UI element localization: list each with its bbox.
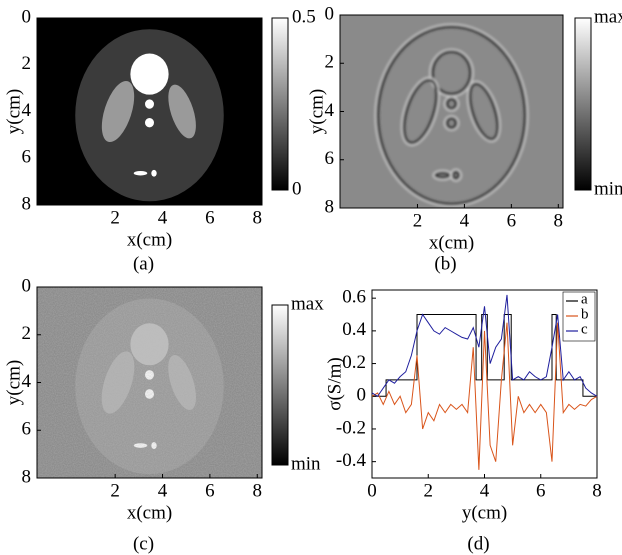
y-tick-label: 0 <box>325 3 335 24</box>
colorbar <box>574 17 592 191</box>
x-axis-label: x(cm) <box>127 502 172 523</box>
x-tick-label: 6 <box>507 210 517 231</box>
colorbar-label: min <box>291 453 321 474</box>
y-tick-label: 0 <box>22 275 32 296</box>
y-axis-label: y(cm) <box>3 89 24 134</box>
legend-label: a <box>581 291 588 307</box>
edge-halo <box>374 23 529 208</box>
legend-label: b <box>581 306 589 322</box>
y-tick-label: 4 <box>22 100 32 121</box>
x-tick-label: 2 <box>424 480 434 501</box>
y-tick-label: 2 <box>325 52 335 73</box>
edge <box>445 97 458 110</box>
y-tick-label: 6 <box>22 147 32 168</box>
y-tick-label: 2 <box>22 53 32 74</box>
region <box>101 80 135 143</box>
y-axis-label: y(cm) <box>306 89 327 134</box>
colorbar-tick-label: 0 <box>292 178 302 199</box>
x-tick-label: 8 <box>554 210 564 231</box>
y-tick-label: 0.2 <box>342 352 366 373</box>
region <box>145 118 154 128</box>
x-tick-label: 6 <box>536 480 546 501</box>
y-tick-label: 2 <box>22 323 32 344</box>
edge <box>452 170 460 180</box>
x-tick-label: 2 <box>110 480 120 501</box>
x-axis-label: y(cm) <box>462 502 507 523</box>
region <box>145 99 154 109</box>
x-tick-label: 0 <box>367 480 377 501</box>
colorbar <box>271 304 289 466</box>
data-line <box>371 322 598 470</box>
edge <box>434 171 451 179</box>
x-tick-label: 6 <box>205 480 215 501</box>
caption: (c) <box>133 533 154 554</box>
caption: (d) <box>467 533 489 554</box>
caption: (b) <box>434 253 456 274</box>
y-tick-label: 4 <box>22 371 32 392</box>
edge-halo <box>449 168 463 182</box>
edge-halo <box>443 115 460 131</box>
y-tick-label: 8 <box>22 466 32 487</box>
x-tick-label: 6 <box>205 207 215 228</box>
y-tick-label: -0.4 <box>336 450 367 471</box>
edge-halo <box>443 95 460 112</box>
edge <box>468 82 499 141</box>
x-tick-label: 2 <box>110 207 120 228</box>
phantom-image <box>36 286 263 479</box>
edge <box>431 50 472 96</box>
edge-halo <box>400 76 440 147</box>
y-tick-label: -0.2 <box>336 417 366 438</box>
region <box>151 169 157 177</box>
caption: (a) <box>133 253 154 274</box>
region <box>168 84 196 139</box>
colorbar-label: min <box>594 178 622 199</box>
y-tick-label: 6 <box>325 148 335 169</box>
x-tick-label: 4 <box>480 480 490 501</box>
y-tick-label: 0.4 <box>342 319 366 340</box>
x-axis-label: x(cm) <box>429 232 474 253</box>
y-tick-label: 4 <box>325 100 335 121</box>
y-tick-label: 0.6 <box>342 287 366 308</box>
y-tick-label: 6 <box>22 419 32 440</box>
y-axis-label: y(cm) <box>3 360 24 405</box>
y-tick-label: 8 <box>22 193 32 214</box>
colorbar-label: max <box>291 293 324 314</box>
colorbar-tick-label: 0.5 <box>292 6 316 27</box>
plot-area <box>371 289 598 479</box>
region <box>133 170 148 176</box>
edge <box>376 25 527 206</box>
data-line <box>371 294 598 397</box>
edge-halo <box>466 80 501 143</box>
edge <box>402 78 438 145</box>
x-tick-label: 2 <box>413 210 423 231</box>
y-tick-label: 0 <box>22 6 32 27</box>
phantom-image <box>339 14 564 209</box>
x-tick-label: 8 <box>253 207 263 228</box>
y-axis-label: σ(S/m) <box>324 357 345 411</box>
x-tick-label: 4 <box>158 207 168 228</box>
phantom-image <box>36 17 263 206</box>
y-tick-label: 0 <box>357 385 367 406</box>
x-axis-label: x(cm) <box>127 229 172 250</box>
x-tick-label: 8 <box>253 480 263 501</box>
legend-label: c <box>581 321 588 337</box>
x-tick-label: 4 <box>158 480 168 501</box>
colorbar <box>271 17 289 191</box>
region <box>130 53 169 95</box>
edge <box>445 117 458 130</box>
y-tick-label: 8 <box>325 196 335 217</box>
x-tick-label: 8 <box>592 480 602 501</box>
edges <box>374 23 529 208</box>
image-noise <box>37 287 262 478</box>
colorbar-label: max <box>594 6 622 27</box>
x-tick-label: 4 <box>460 210 470 231</box>
edge-halo <box>432 169 453 181</box>
region <box>75 29 224 202</box>
